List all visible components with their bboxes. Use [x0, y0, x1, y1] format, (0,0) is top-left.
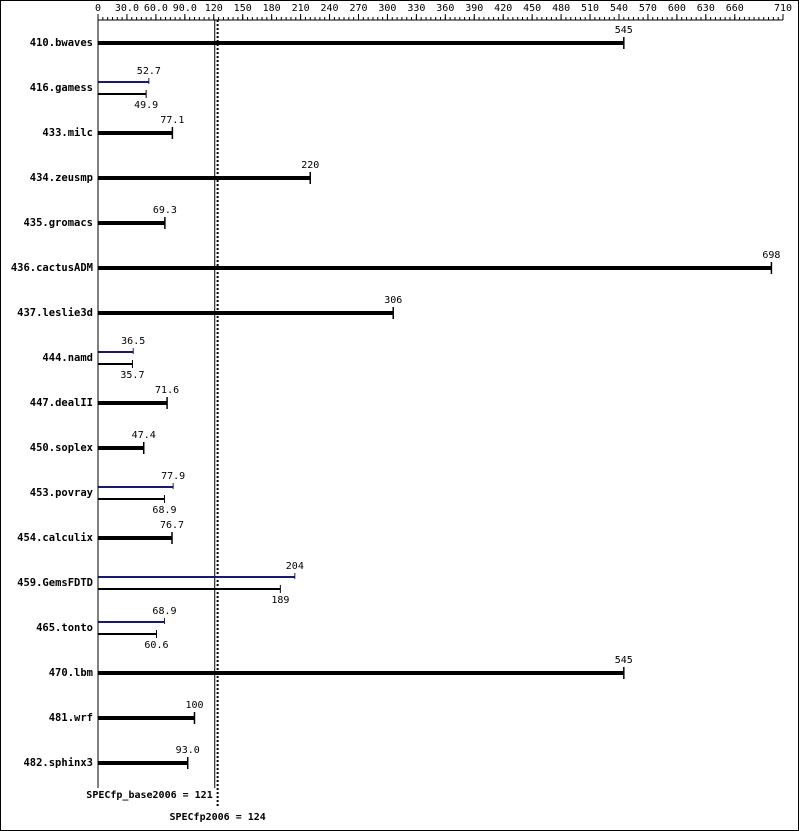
- x-tick-label: 60.0: [144, 3, 168, 14]
- x-tick-label: 600: [668, 3, 686, 14]
- value-label: 47.4: [132, 430, 156, 441]
- x-tick-label: 300: [378, 3, 396, 14]
- x-tick-label: 710: [774, 3, 792, 14]
- x-tick-label: 420: [494, 3, 512, 14]
- category-label: 410.bwaves: [30, 37, 93, 49]
- x-tick-label: 510: [581, 3, 599, 14]
- peak-bar: [98, 576, 295, 578]
- x-tick-label: 630: [697, 3, 715, 14]
- bar: [98, 176, 311, 180]
- x-tick-label: 360: [436, 3, 454, 14]
- x-tick-label: 120: [205, 3, 223, 14]
- base-bar: [98, 363, 133, 365]
- category-label: 450.soplex: [30, 442, 94, 454]
- category-label: 444.namd: [42, 352, 93, 364]
- x-tick-label: 570: [639, 3, 657, 14]
- value-label: 76.7: [160, 520, 184, 531]
- value-label: 77.9: [161, 471, 185, 482]
- base-bar: [98, 498, 165, 500]
- category-label: 459.GemsFDTD: [17, 577, 93, 589]
- category-label: 436.cactusADM: [11, 262, 93, 274]
- value-label: 306: [384, 295, 402, 306]
- value-label: 69.3: [153, 205, 177, 216]
- x-tick-label: 540: [610, 3, 628, 14]
- x-tick-label: 240: [321, 3, 339, 14]
- x-tick-label: 150: [234, 3, 252, 14]
- x-tick-label: 270: [349, 3, 367, 14]
- x-tick-label: 450: [523, 3, 541, 14]
- x-tick-label: 180: [263, 3, 281, 14]
- category-label: 437.leslie3d: [17, 307, 93, 319]
- value-label: 93.0: [176, 745, 200, 756]
- category-label: 470.lbm: [49, 667, 93, 679]
- category-label: 447.dealII: [30, 397, 93, 409]
- category-label: 435.gromacs: [23, 217, 93, 229]
- reference-label: SPECfp2006 = 124: [169, 812, 265, 823]
- category-label: 453.povray: [30, 487, 94, 499]
- value-label: 60.6: [144, 640, 168, 651]
- peak-bar: [98, 351, 134, 353]
- base-bar: [98, 633, 157, 635]
- bar: [98, 41, 624, 45]
- base-bar: [98, 588, 281, 590]
- value-label: 36.5: [121, 336, 145, 347]
- value-label: 204: [286, 561, 304, 572]
- value-label: 189: [271, 595, 289, 606]
- bar: [98, 446, 144, 450]
- x-tick-label: 90.0: [173, 3, 197, 14]
- value-label: 220: [301, 160, 319, 171]
- x-tick-label: 660: [726, 3, 744, 14]
- x-tick-label: 330: [407, 3, 425, 14]
- category-label: 481.wrf: [49, 712, 93, 724]
- category-label: 433.milc: [42, 127, 93, 139]
- bar: [98, 716, 195, 720]
- bar: [98, 221, 165, 225]
- base-bar: [98, 93, 147, 95]
- category-label: 482.sphinx3: [23, 757, 93, 769]
- category-label: 434.zeusmp: [30, 172, 93, 184]
- value-label: 77.1: [160, 115, 184, 126]
- peak-bar: [98, 621, 165, 623]
- x-tick-label: 210: [292, 3, 310, 14]
- bar: [98, 761, 188, 765]
- value-label: 35.7: [120, 370, 144, 381]
- bar: [98, 131, 173, 135]
- bar: [98, 311, 394, 315]
- value-label: 71.6: [155, 385, 179, 396]
- bar: [98, 266, 772, 270]
- x-tick-label: 30.0: [115, 3, 139, 14]
- bar: [98, 401, 168, 405]
- value-label: 545: [615, 25, 633, 36]
- value-label: 52.7: [137, 66, 161, 77]
- bar: [98, 671, 624, 675]
- peak-bar: [98, 81, 149, 83]
- category-label: 454.calculix: [17, 532, 94, 544]
- category-label: 416.gamess: [30, 82, 93, 94]
- category-label: 465.tonto: [36, 622, 93, 634]
- x-tick-label: 480: [552, 3, 570, 14]
- x-tick-label: 390: [465, 3, 483, 14]
- x-tick-label: 0: [95, 3, 101, 14]
- value-label: 100: [185, 700, 203, 711]
- value-label: 68.9: [152, 505, 176, 516]
- value-label: 545: [615, 655, 633, 666]
- value-label: 49.9: [134, 100, 158, 111]
- bar: [98, 536, 172, 540]
- value-label: 698: [762, 250, 780, 261]
- reference-label: SPECfp_base2006 = 121: [86, 790, 212, 801]
- value-label: 68.9: [152, 606, 176, 617]
- peak-bar: [98, 486, 174, 488]
